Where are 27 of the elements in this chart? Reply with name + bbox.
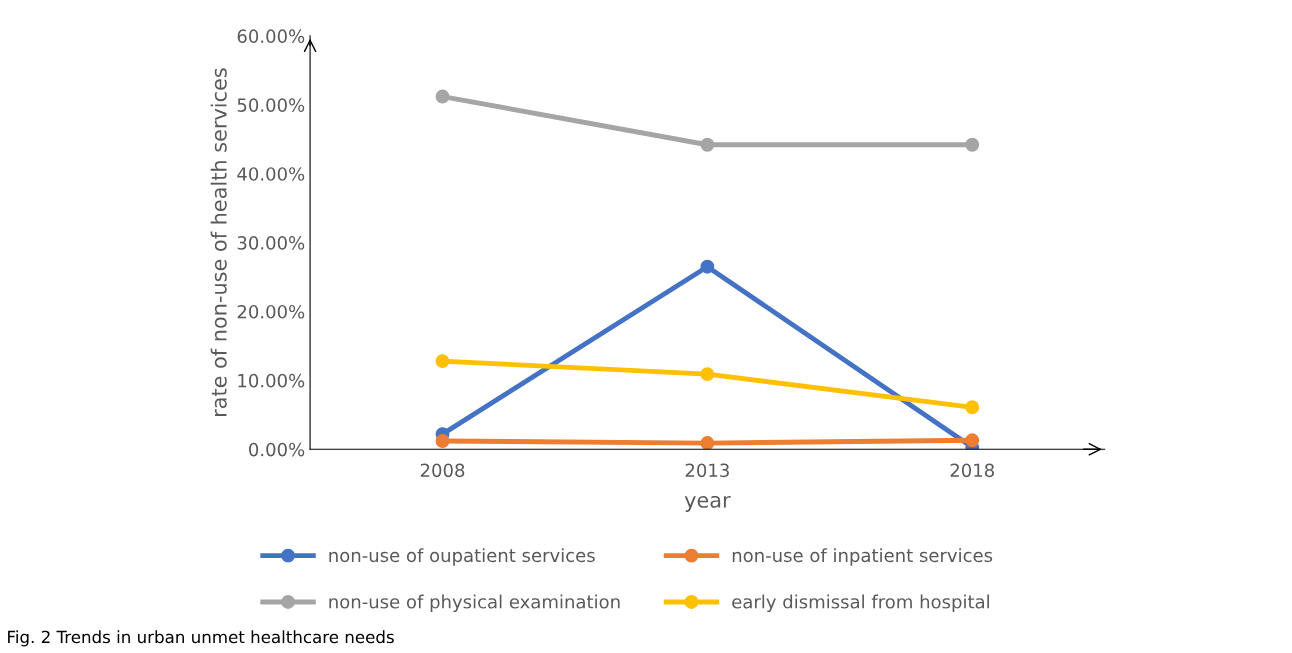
- point: [965, 137, 980, 152]
- legend-label: non-use of oupatient services: [329, 548, 595, 566]
- y-axis-title: rate of non-use of health services: [210, 68, 227, 416]
- legend-label: non-use of physical examination: [329, 594, 620, 613]
- legend-label: non-use of inpatient services: [732, 548, 993, 566]
- point: [965, 433, 980, 448]
- x-tick-label: 2008: [420, 463, 465, 478]
- y-tick-label: 30.00%: [237, 236, 305, 250]
- point: [435, 434, 450, 448]
- point: [965, 400, 980, 415]
- y-tick-label: 0.00%: [249, 442, 305, 457]
- point: [435, 354, 450, 369]
- point: [435, 89, 450, 104]
- point: [700, 367, 715, 382]
- y-tick-label: 60.00%: [237, 29, 305, 44]
- legend-label: early dismissal from hospital: [732, 594, 989, 613]
- y-tick-label: 40.00%: [237, 167, 305, 181]
- caption: Fig. 2 Trends in urban unmet healthcare needs: [8, 630, 394, 647]
- x-axis-title: year: [684, 495, 731, 512]
- point: [700, 436, 715, 450]
- y-tick-label: 50.00%: [237, 98, 305, 112]
- y-tick-label: 10.00%: [238, 373, 305, 388]
- x-tick-label: 2018: [950, 463, 994, 478]
- x-tick-label: 2013: [685, 463, 729, 478]
- point: [700, 137, 715, 152]
- y-tick-label: 20.00%: [237, 304, 305, 319]
- point: [700, 259, 715, 274]
